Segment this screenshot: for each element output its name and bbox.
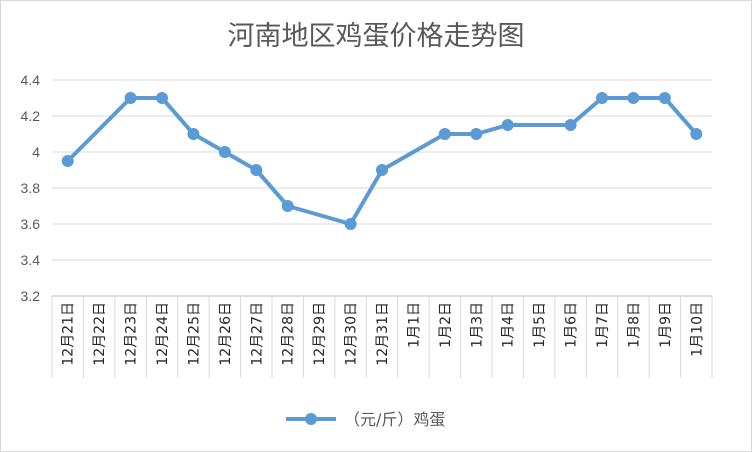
series-line-segment	[380, 132, 447, 172]
series-line-segment	[348, 168, 384, 226]
x-tick-label: 12月31日	[375, 302, 391, 366]
data-point	[187, 128, 200, 140]
y-tick-label: 3.6	[21, 216, 41, 232]
chart-title: 河南地区鸡蛋价格走势图	[227, 21, 525, 52]
y-tick-label: 4	[32, 144, 40, 160]
x-tick-label: 12月25日	[186, 302, 202, 366]
x-tick-label: 1月8日	[626, 302, 642, 348]
y-tick-label: 3.8	[21, 180, 41, 196]
x-tick-label: 12月28日	[281, 302, 297, 366]
data-point	[281, 200, 294, 212]
data-point	[658, 92, 671, 104]
legend-marker	[305, 413, 317, 425]
data-point	[564, 119, 577, 131]
x-tick-label: 12月21日	[61, 302, 77, 366]
data-point	[596, 92, 608, 104]
x-tick-label: 12月29日	[312, 302, 328, 366]
legend: （元/斤）鸡蛋	[286, 410, 445, 429]
x-tick-label: 12月30日	[344, 302, 360, 366]
x-axis: 12月21日 12月22日 12月23日 12月24日 12月25日 12月26日 12月2…	[51, 296, 713, 378]
series-line-segment	[662, 96, 699, 136]
series-line-segment	[222, 150, 259, 172]
x-tick-label: 1月6日	[564, 302, 580, 348]
y-tick-label: 4.4	[21, 72, 41, 88]
data-point	[627, 92, 640, 104]
x-tick-label: 1月5日	[532, 302, 548, 348]
y-tick-label: 3.2	[21, 288, 41, 304]
x-tick-label: 1月10日	[689, 302, 705, 357]
x-tick-label: 1月1日	[406, 302, 422, 348]
legend-label: （元/斤）鸡蛋	[344, 410, 445, 429]
data-point	[501, 119, 514, 131]
x-tick-label: 1月9日	[658, 302, 674, 348]
x-tick-label: 12月23日	[124, 302, 140, 366]
data-point	[124, 92, 137, 104]
series-line-segment	[568, 96, 604, 127]
gridlines	[52, 79, 712, 297]
x-tick-label: 1月3日	[469, 302, 485, 348]
series-line-segment	[160, 96, 196, 136]
x-tick-label: 12月27日	[249, 302, 265, 366]
data-point	[438, 128, 451, 140]
data-point	[218, 146, 231, 158]
x-tick-label: 1月4日	[501, 302, 517, 348]
x-tick-label: 12月26日	[218, 302, 234, 366]
series-line-segment	[254, 168, 290, 208]
data-point	[156, 92, 168, 104]
series-line-segment	[191, 132, 227, 154]
data-point	[250, 164, 263, 176]
y-axis-labels: 3.2 3.4 3.6 3.8 4 4.2 4.4	[21, 72, 41, 304]
data-point	[690, 128, 703, 140]
data-point	[344, 218, 357, 230]
series-layer	[61, 92, 703, 230]
x-tick-label: 12月22日	[92, 302, 108, 366]
data-point	[470, 128, 483, 140]
data-point	[61, 155, 74, 167]
data-point	[376, 164, 388, 176]
x-tick-label: 12月24日	[155, 302, 171, 366]
y-tick-label: 3.4	[21, 252, 41, 268]
series-line-segment	[285, 204, 353, 226]
y-tick-label: 4.2	[21, 108, 41, 124]
series-line-segment	[65, 96, 133, 163]
x-tick-label: 1月2日	[438, 302, 454, 348]
x-tick-label: 1月7日	[595, 302, 611, 348]
